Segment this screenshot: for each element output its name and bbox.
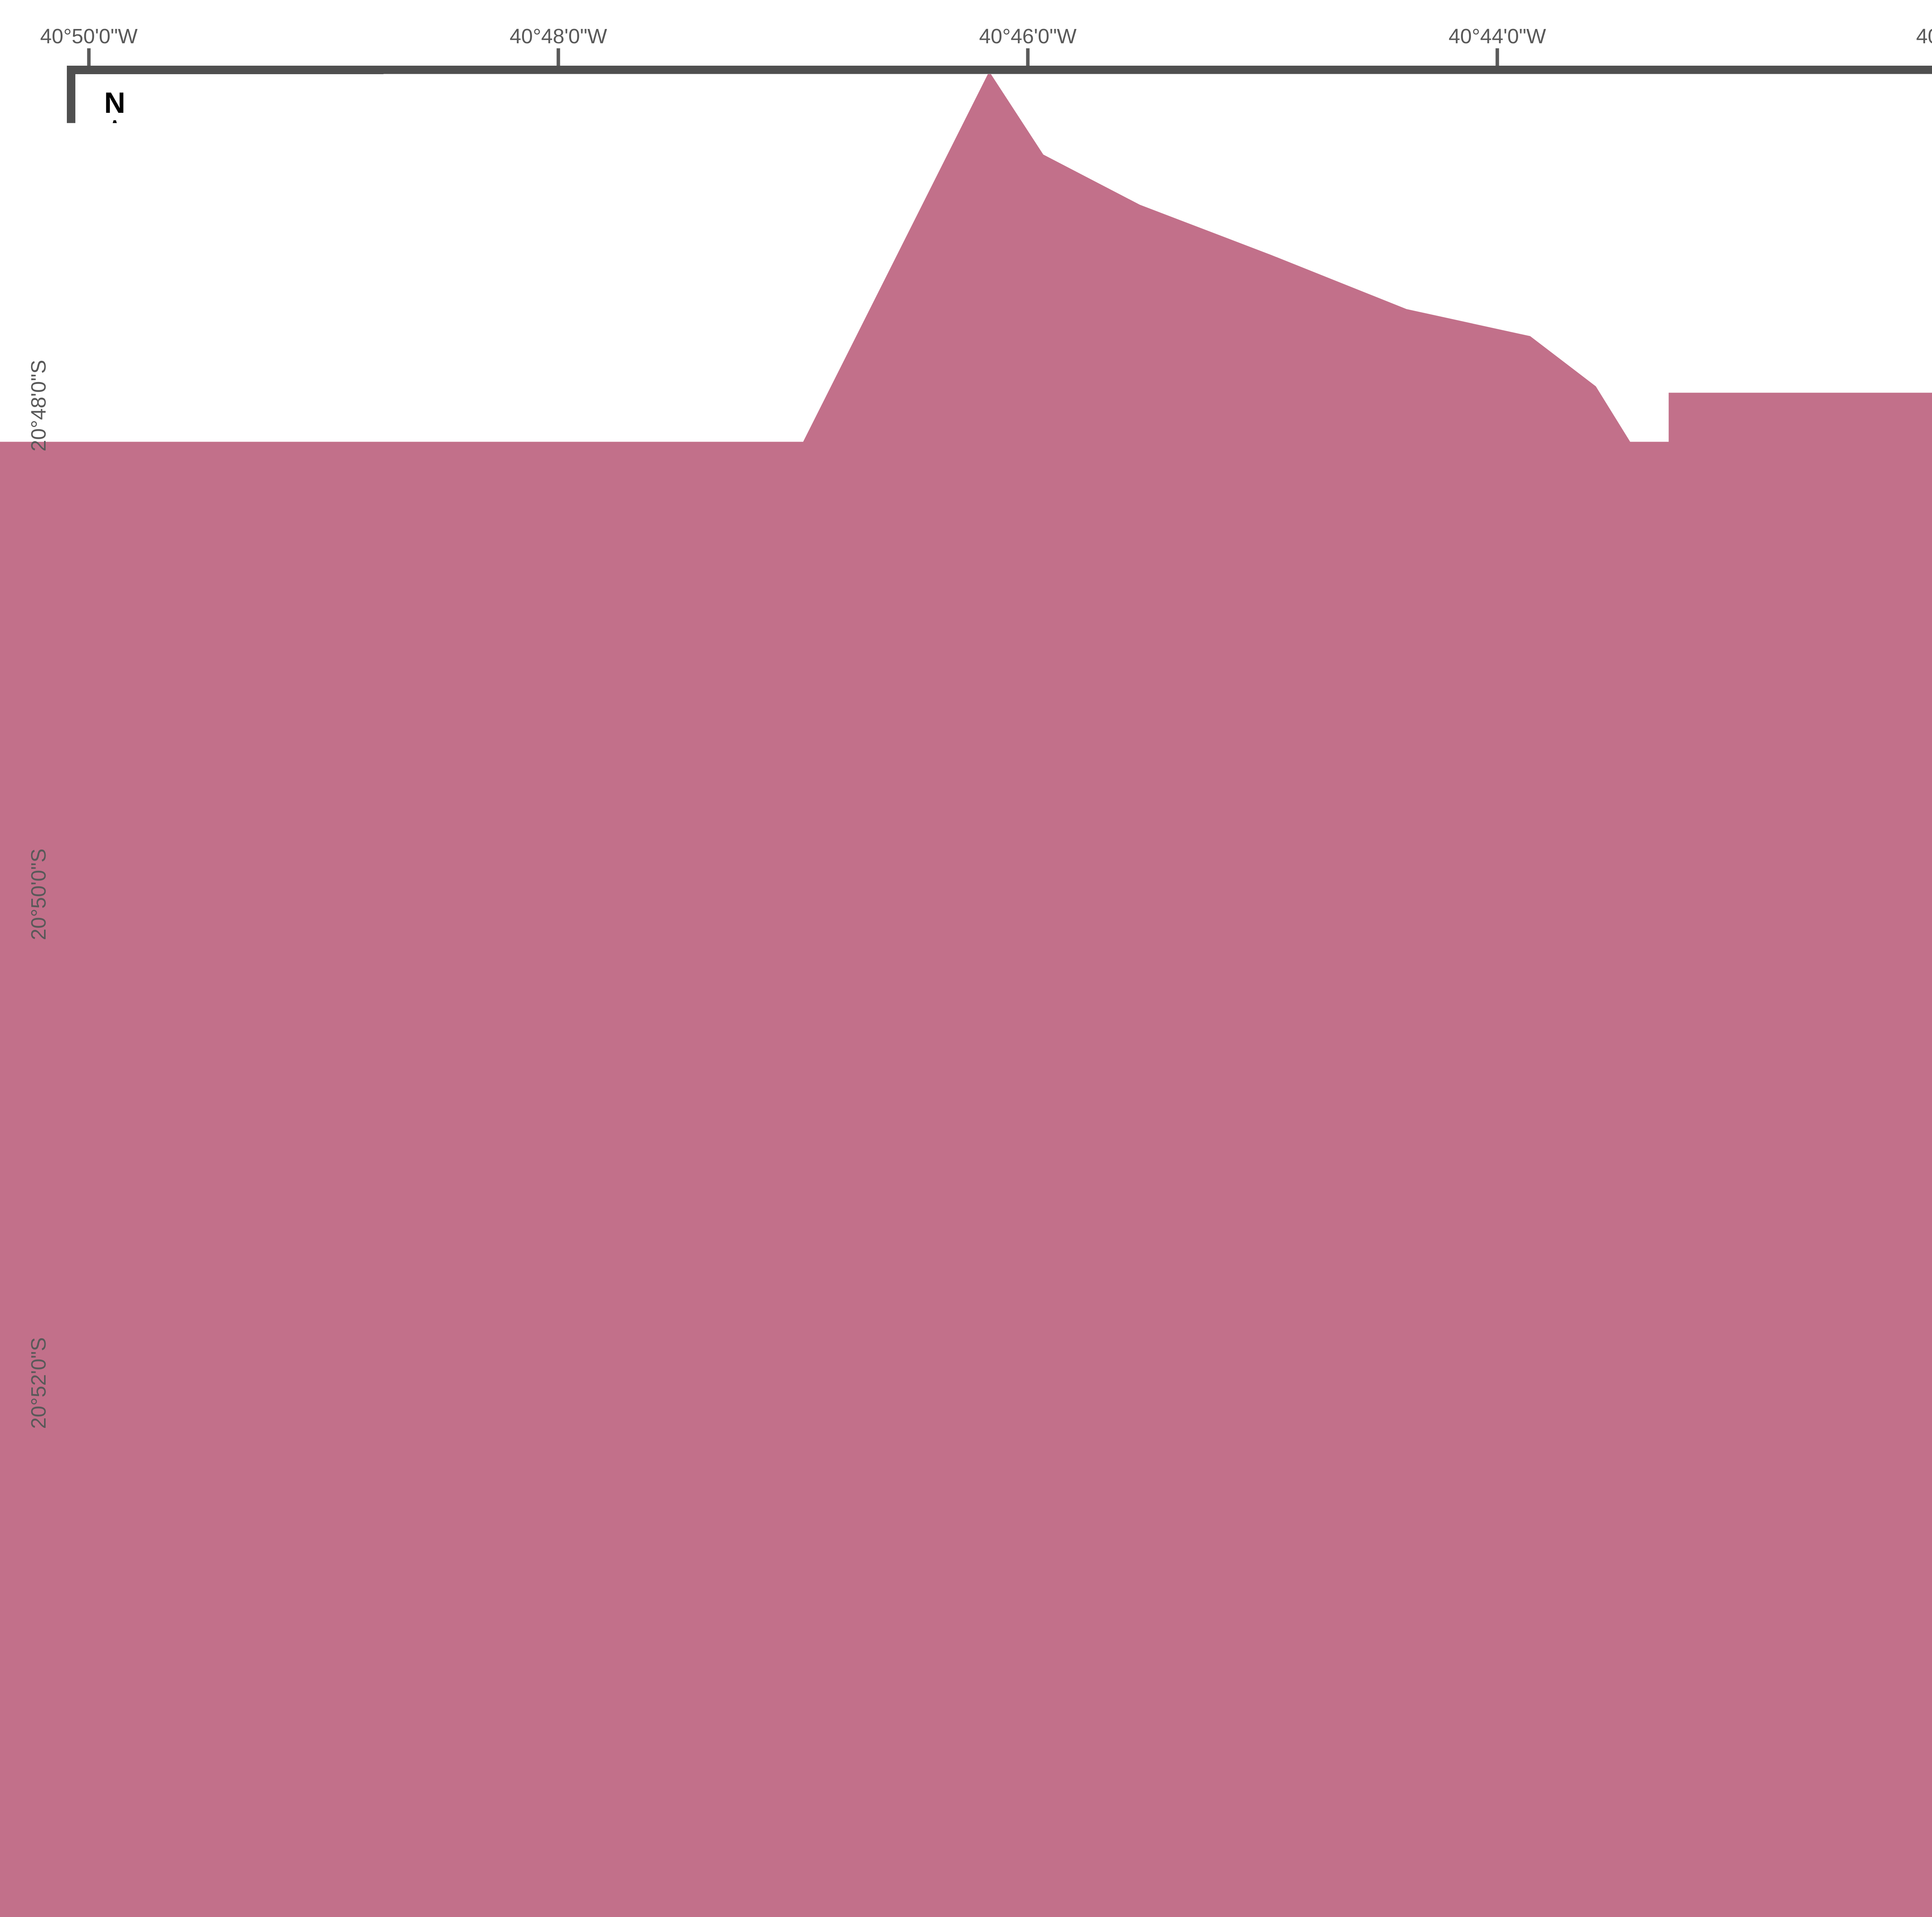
coord-bottom-4: 40°42'0"W — [1916, 1864, 1932, 1887]
coord-top-2: 40°46'0"W — [979, 25, 1077, 48]
scale-bar: 0 1 2 4 km — [92, 1754, 665, 1806]
coord-top-0: 40°50'0"W — [40, 25, 138, 48]
map-layout-page: ICONHA ANCHIETA ITAPEMIRIM N 0 1 2 4 km — [0, 0, 1932, 1917]
label-anchieta: ANCHIETA — [1643, 348, 1757, 369]
coord-top-4: 40°42'0"W — [1916, 25, 1932, 48]
coord-top-3: 40°44'0"W — [1449, 25, 1546, 48]
label-itapemirim: ITAPEMIRIM — [758, 1673, 892, 1694]
coord-top-1: 40°48'0"W — [510, 25, 607, 48]
coord-bottom-1: 40°48'0"W — [510, 1864, 607, 1887]
scale-0: 0 — [92, 1754, 104, 1779]
north-label: N — [104, 87, 126, 119]
coord-left-1: 20°50'0"S — [27, 848, 50, 940]
coord-left-2: 20°52'0"S — [27, 1337, 50, 1429]
coord-bottom-0: 40°50'0"W — [40, 1864, 138, 1887]
coord-bottom-2: 40°46'0"W — [979, 1864, 1077, 1887]
label-iconha: ICONHA — [404, 433, 493, 454]
north-arrow-icon: N — [94, 87, 136, 182]
scale-2: 2 — [355, 1754, 368, 1779]
coord-bottom-3: 40°44'0"W — [1449, 1864, 1546, 1887]
map-canvas: ICONHA ANCHIETA ITAPEMIRIM N 0 1 2 4 km — [75, 58, 1932, 1831]
coord-left-0: 20°48'0"S — [27, 360, 50, 451]
scale-1: 1 — [224, 1754, 236, 1779]
scale-4km: 4 km — [616, 1754, 665, 1779]
main-map: ICONHA ANCHIETA ITAPEMIRIM N 0 1 2 4 km — [0, 0, 1932, 1917]
